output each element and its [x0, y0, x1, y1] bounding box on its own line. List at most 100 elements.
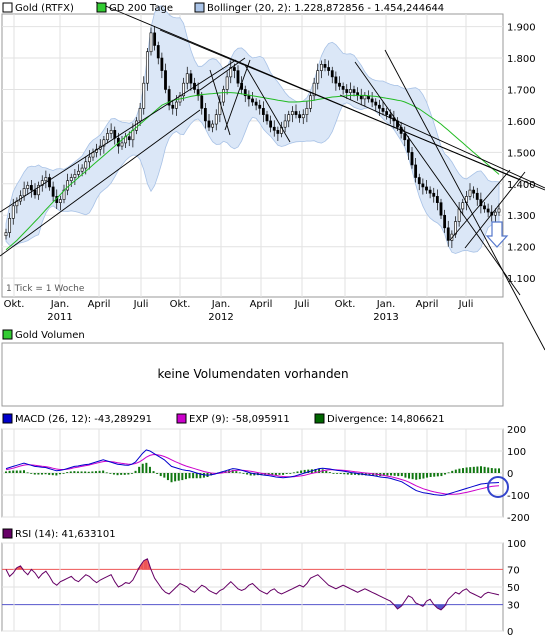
divergence-bar — [62, 473, 65, 474]
divergence-bar — [292, 472, 295, 474]
rsi-y-tick: 50 — [507, 583, 520, 594]
legend-divergence: Divergence: 14,806621 — [327, 414, 445, 425]
macd-y-tick: -200 — [507, 513, 530, 524]
divergence-bar — [285, 473, 288, 474]
divergence-bar — [350, 473, 353, 475]
divergence-bar — [210, 473, 213, 476]
divergence-bar — [469, 467, 472, 473]
candle-body — [243, 89, 247, 97]
legend-volume: Gold Volumen — [15, 330, 85, 341]
trend-lines — [0, 1, 545, 351]
price-x-tick: Juli — [458, 299, 474, 310]
macd-y-tick: 0 — [507, 469, 513, 480]
candle-body — [135, 120, 138, 131]
no-volume-message: keine Volumendaten vorhanden — [157, 367, 348, 381]
divergence-bar — [181, 473, 184, 481]
candle-body — [261, 108, 265, 115]
candle-body — [26, 185, 30, 189]
candle-body — [290, 111, 294, 115]
divergence-bar — [76, 471, 79, 473]
candle-body — [185, 73, 189, 84]
price-x-tick: Okt. — [170, 299, 191, 310]
divergence-bar — [195, 473, 198, 479]
divergence-bar — [48, 473, 51, 475]
candle-body — [236, 70, 240, 84]
divergence-bar — [386, 473, 389, 476]
candle-body — [298, 114, 302, 119]
candle-body — [403, 133, 407, 141]
divergence-bar — [87, 471, 90, 473]
candle-body — [225, 76, 229, 90]
candle-body — [142, 82, 146, 109]
legend-gold: Gold (RTFX) — [15, 3, 74, 14]
legend-swatch-exp — [176, 413, 187, 424]
candle-body — [58, 199, 62, 203]
divergence-bar — [336, 473, 339, 474]
rsi-y-axis: 100 70 50 30 0 — [507, 539, 526, 638]
candle-body — [486, 208, 490, 213]
candle-body — [51, 186, 55, 197]
rsi-y-tick: 70 — [507, 565, 520, 576]
candle-body — [425, 186, 428, 191]
divergence-bar — [296, 471, 299, 473]
divergence-bar — [37, 473, 40, 475]
macd-highlight-circle — [487, 476, 509, 498]
candle-body — [211, 123, 215, 128]
divergence-bar — [8, 470, 11, 473]
rsi-panel: RSI (14): 41,633101 100 70 50 30 0 — [1, 528, 526, 638]
macd-panel: MACD (26, 12): -43,289291 EXP (9): -58,0… — [1, 413, 530, 524]
divergence-bar — [314, 468, 317, 473]
exp-line — [5, 453, 500, 495]
candle-body — [341, 86, 345, 90]
divergence-bar — [454, 469, 457, 473]
candle-body — [497, 208, 501, 213]
divergence-bar — [80, 471, 83, 473]
candle-body — [145, 51, 149, 84]
candle-body — [222, 89, 225, 103]
divergence-bar — [303, 469, 306, 473]
candle-body — [254, 101, 258, 106]
candle-body — [472, 189, 476, 194]
legend-swatch-divergence — [314, 413, 325, 424]
price-x-tick: April — [416, 299, 439, 310]
divergence-bar — [307, 469, 310, 473]
divergence-bar — [15, 470, 18, 473]
candle-body — [44, 177, 48, 181]
candle-body — [251, 98, 254, 103]
divergence-bar — [328, 472, 331, 473]
price-x-year: 2013 — [373, 312, 398, 323]
candle-body — [381, 108, 385, 112]
candle-body — [272, 126, 276, 131]
candle-body — [109, 130, 113, 134]
candle-body — [348, 89, 352, 93]
legend-bollinger: Bollinger (20, 2): 1.228,872856 - 1.454,… — [207, 3, 444, 14]
divergence-bar — [318, 468, 321, 473]
price-y-tick: 1.200 — [507, 243, 536, 254]
legend-swatch-volume — [2, 329, 13, 340]
divergence-bar — [116, 473, 119, 476]
down-arrow-icon — [485, 221, 509, 248]
divergence-bar — [418, 473, 421, 480]
candle-body — [316, 70, 320, 84]
price-x-year: 2012 — [208, 312, 233, 323]
price-x-year: 2011 — [47, 312, 72, 323]
price-x-tick: Okt. — [335, 299, 356, 310]
candle-body — [370, 98, 374, 103]
divergence-bar — [141, 463, 144, 473]
candle-body — [102, 139, 106, 147]
divergence-bar — [246, 473, 249, 475]
candle-body — [4, 232, 8, 236]
candle-body — [301, 114, 305, 119]
candle-body — [443, 214, 447, 229]
divergence-bar — [184, 473, 187, 480]
candle-body — [406, 139, 410, 153]
divergence-bar — [170, 473, 173, 483]
rsi-overbought-fill — [143, 558, 148, 570]
candle-body — [214, 114, 218, 125]
divergence-bar — [393, 473, 396, 476]
divergence-bar — [422, 473, 425, 479]
price-x-axis: Okt. Jan. 2011 April Juli Okt. Jan. 2012 April Ju… — [4, 299, 474, 323]
candle-body — [305, 108, 309, 115]
candle-body — [196, 89, 200, 97]
divergence-bar — [105, 472, 108, 474]
